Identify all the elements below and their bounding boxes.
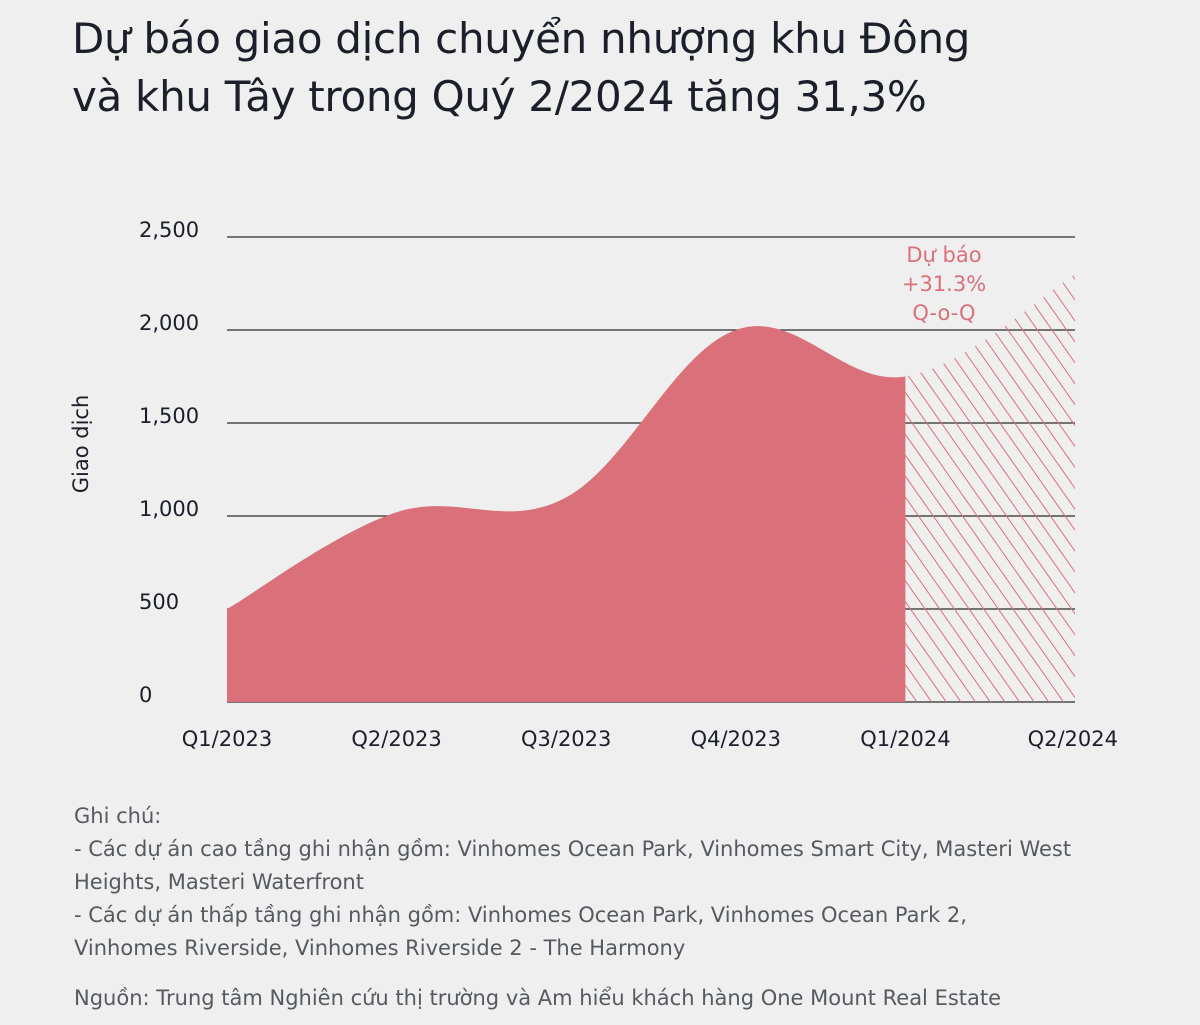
annotation-line: Q-o-Q [912,301,975,325]
annotation-line: +31.3% [902,272,986,296]
x-tick-label: Q2/2024 [1028,727,1118,751]
forecast-annotation: Dự báo +31.3% Q-o-Q [902,243,986,325]
y-tick-label: 500 [139,590,179,614]
x-tick-label: Q3/2023 [521,727,611,751]
y-tick-label: 2,500 [139,218,199,242]
x-tick-label: Q4/2023 [691,727,781,751]
notes: Ghi chú: - Các dự án cao tầng ghi nhận g… [74,800,1134,1015]
x-tick-label: Q1/2023 [182,727,272,751]
notes-line-1: - Các dự án cao tầng ghi nhận gồm: Vinho… [74,837,1072,861]
x-axis-ticks: Q1/2023 Q2/2023 Q3/2023 Q4/2023 Q1/2024 Q2/20… [182,727,1118,751]
y-tick-label: 1,500 [139,404,199,428]
notes-line-2: Heights, Masteri Waterfront [74,870,364,894]
area-series [227,274,1075,702]
y-axis-label: Giao dịch [69,395,93,494]
notes-heading: Ghi chú: [74,804,162,828]
page-title: Dự báo giao dịch chuyển nhượng khu Đông … [72,10,1072,126]
y-tick-label: 2,000 [139,311,199,335]
annotation-line: Dự báo [906,243,981,267]
y-axis-ticks: 0 500 1,000 1,500 2,000 2,500 [139,218,199,707]
notes-line-3: - Các dự án thấp tầng ghi nhận gồm: Vinh… [74,903,967,927]
y-tick-label: 0 [139,683,152,707]
x-tick-label: Q2/2023 [351,727,441,751]
notes-line-4: Vinhomes Riverside, Vinhomes Riverside 2… [74,936,686,960]
x-tick-label: Q1/2024 [860,727,950,751]
y-tick-label: 1,000 [139,497,199,521]
title-line-2: và khu Tây trong Quý 2/2024 tăng 31,3% [72,72,927,121]
area-forecast [905,274,1075,702]
title-line-1: Dự báo giao dịch chuyển nhượng khu Đông [72,14,971,63]
area-actual [227,326,906,702]
source-text: Nguồn: Trung tâm Nghiên cứu thị trường v… [74,986,1002,1010]
